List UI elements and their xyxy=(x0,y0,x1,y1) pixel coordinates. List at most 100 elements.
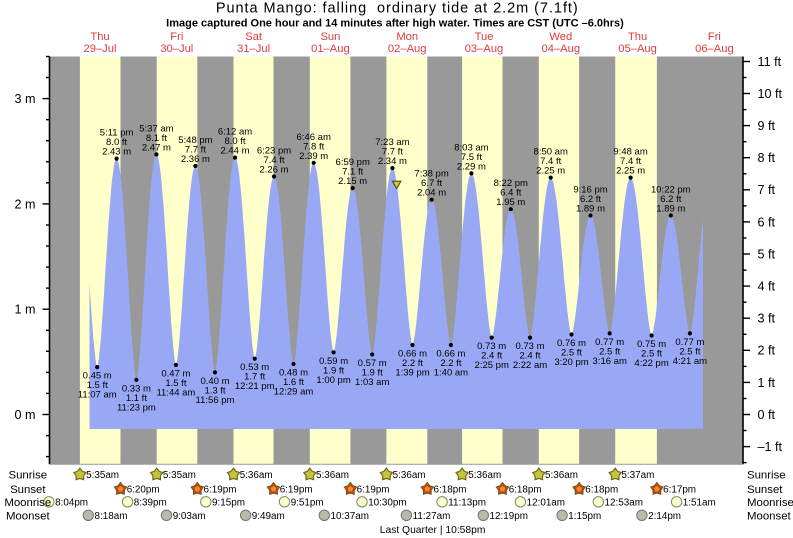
svg-text:11:56 pm: 11:56 pm xyxy=(196,395,235,406)
svg-text:6:12 am: 6:12 am xyxy=(218,127,252,138)
svg-text:9:03am: 9:03am xyxy=(173,511,206,522)
svg-text:6:59 pm: 6:59 pm xyxy=(336,157,370,168)
svg-text:2.04 m: 2.04 m xyxy=(417,188,446,199)
svg-text:8.1 ft: 8.1 ft xyxy=(146,133,167,144)
svg-text:5 ft: 5 ft xyxy=(758,247,776,261)
svg-text:6:23 pm: 6:23 pm xyxy=(257,146,291,157)
svg-text:7.7 ft: 7.7 ft xyxy=(185,145,206,156)
svg-text:2:14pm: 2:14pm xyxy=(648,511,681,522)
svg-text:3:20 pm: 3:20 pm xyxy=(554,357,588,368)
svg-text:8.0 ft: 8.0 ft xyxy=(224,136,245,147)
svg-text:0.40 m: 0.40 m xyxy=(200,376,229,387)
svg-text:Tue: Tue xyxy=(475,31,494,43)
svg-text:2.39 m: 2.39 m xyxy=(299,151,328,162)
svg-text:1:51am: 1:51am xyxy=(683,498,716,509)
svg-text:9 ft: 9 ft xyxy=(758,119,776,133)
svg-text:30–Jul: 30–Jul xyxy=(160,43,193,55)
svg-text:1.89 m: 1.89 m xyxy=(576,204,605,215)
svg-text:7.8 ft: 7.8 ft xyxy=(303,141,324,152)
svg-text:12:21 pm: 12:21 pm xyxy=(235,381,275,392)
svg-text:Moonset: Moonset xyxy=(6,510,51,522)
svg-text:2.25 m: 2.25 m xyxy=(536,166,565,177)
svg-text:2:25 pm: 2:25 pm xyxy=(475,360,509,371)
svg-text:Moonset: Moonset xyxy=(747,510,792,522)
svg-text:31–Jul: 31–Jul xyxy=(237,43,270,55)
svg-text:1.9 ft: 1.9 ft xyxy=(362,368,383,379)
svg-text:2.26 m: 2.26 m xyxy=(259,165,288,176)
svg-text:7.5 ft: 7.5 ft xyxy=(461,152,482,163)
svg-text:0.66 m: 0.66 m xyxy=(436,349,465,360)
svg-text:0.77 m: 0.77 m xyxy=(675,337,704,348)
svg-text:2.5 ft: 2.5 ft xyxy=(599,346,620,357)
svg-text:Sunset: Sunset xyxy=(10,484,46,496)
svg-text:7.1 ft: 7.1 ft xyxy=(342,167,363,178)
svg-text:Image captured One hour and 14: Image captured One hour and 14 minutes a… xyxy=(166,17,624,29)
svg-text:1:03 am: 1:03 am xyxy=(355,377,389,388)
svg-text:12:01am: 12:01am xyxy=(527,498,565,509)
svg-text:0 m: 0 m xyxy=(15,408,36,422)
svg-text:8.0 ft: 8.0 ft xyxy=(106,137,127,148)
svg-text:0.75 m: 0.75 m xyxy=(637,339,666,350)
svg-text:Sunset: Sunset xyxy=(747,484,783,496)
svg-text:12:19pm: 12:19pm xyxy=(490,511,528,522)
svg-text:7.4 ft: 7.4 ft xyxy=(263,155,284,166)
svg-text:1.3 ft: 1.3 ft xyxy=(204,385,225,396)
svg-text:0.33 m: 0.33 m xyxy=(122,383,151,394)
svg-text:2.2 ft: 2.2 ft xyxy=(440,358,461,369)
svg-text:Last Quarter | 10:58pm: Last Quarter | 10:58pm xyxy=(380,525,486,536)
svg-text:2.44 m: 2.44 m xyxy=(220,146,249,157)
svg-text:12:29 am: 12:29 am xyxy=(274,387,314,398)
svg-text:5:36am: 5:36am xyxy=(393,470,426,481)
svg-text:2.47 m: 2.47 m xyxy=(142,142,171,153)
svg-text:7.4 ft: 7.4 ft xyxy=(620,156,641,167)
svg-text:6:20pm: 6:20pm xyxy=(127,485,160,496)
svg-text:Sunrise: Sunrise xyxy=(8,470,47,482)
svg-text:2.43 m: 2.43 m xyxy=(102,147,131,158)
svg-text:0.45 m: 0.45 m xyxy=(83,371,112,382)
svg-text:2.15 m: 2.15 m xyxy=(338,176,367,187)
svg-text:4:22 pm: 4:22 pm xyxy=(634,358,668,369)
svg-text:05–Aug: 05–Aug xyxy=(618,43,657,55)
svg-text:0.73 m: 0.73 m xyxy=(515,341,544,352)
svg-text:11:27am: 11:27am xyxy=(413,511,451,522)
svg-text:Punta Mango: falling ordinary: Punta Mango: falling ordinary tide at 2.… xyxy=(216,1,579,17)
svg-text:11:07 am: 11:07 am xyxy=(78,390,117,401)
svg-text:Sat: Sat xyxy=(245,31,263,43)
svg-text:03–Aug: 03–Aug xyxy=(465,43,504,55)
svg-text:10:22 pm: 10:22 pm xyxy=(651,185,691,196)
svg-text:0.66 m: 0.66 m xyxy=(398,349,427,360)
svg-text:9:16 pm: 9:16 pm xyxy=(573,185,607,196)
svg-text:8:18am: 8:18am xyxy=(95,511,128,522)
svg-text:2.5 ft: 2.5 ft xyxy=(679,346,700,357)
svg-text:8 ft: 8 ft xyxy=(758,151,776,165)
svg-text:7:38 pm: 7:38 pm xyxy=(414,169,448,180)
svg-text:2.4 ft: 2.4 ft xyxy=(481,351,502,362)
svg-text:Wed: Wed xyxy=(549,31,572,43)
svg-text:1.9 ft: 1.9 ft xyxy=(323,365,344,376)
svg-text:1:15pm: 1:15pm xyxy=(568,511,601,522)
svg-text:4:21 am: 4:21 am xyxy=(673,356,707,367)
svg-text:12:53am: 12:53am xyxy=(605,498,643,509)
svg-text:7.7 ft: 7.7 ft xyxy=(382,147,403,158)
svg-text:5:35am: 5:35am xyxy=(86,470,119,481)
svg-text:6.2 ft: 6.2 ft xyxy=(580,194,601,205)
svg-text:10 ft: 10 ft xyxy=(758,87,783,101)
svg-text:–1 ft: –1 ft xyxy=(758,440,783,454)
svg-text:11:13pm: 11:13pm xyxy=(448,498,486,509)
svg-text:9:51pm: 9:51pm xyxy=(291,498,324,509)
svg-text:1.1 ft: 1.1 ft xyxy=(126,393,147,404)
svg-text:2 ft: 2 ft xyxy=(758,344,776,358)
svg-text:9:15pm: 9:15pm xyxy=(212,498,245,509)
svg-text:7 ft: 7 ft xyxy=(758,183,776,197)
svg-text:2.5 ft: 2.5 ft xyxy=(641,349,662,360)
svg-text:Sunrise: Sunrise xyxy=(747,470,786,482)
svg-text:5:35am: 5:35am xyxy=(163,470,196,481)
svg-text:01–Aug: 01–Aug xyxy=(311,43,350,55)
svg-text:0.73 m: 0.73 m xyxy=(477,341,506,352)
svg-text:7:23 am: 7:23 am xyxy=(375,137,409,148)
svg-text:8:03 am: 8:03 am xyxy=(454,142,488,153)
svg-text:1:40 am: 1:40 am xyxy=(434,368,468,379)
svg-text:0 ft: 0 ft xyxy=(758,408,776,422)
svg-text:8:22 pm: 8:22 pm xyxy=(494,178,528,189)
svg-text:5:48 pm: 5:48 pm xyxy=(178,135,212,146)
